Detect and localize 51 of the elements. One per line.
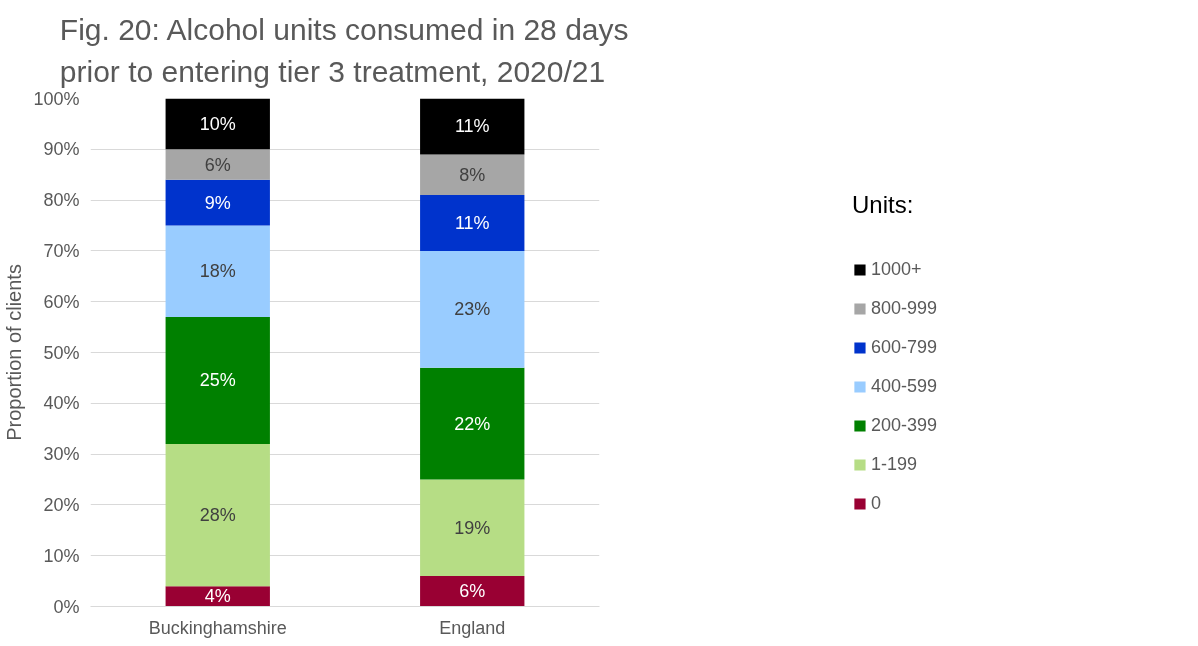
bar [165,586,270,607]
data-label: 22% [454,413,491,434]
data-label: 23% [454,299,491,320]
legend-label: 0 [870,492,882,514]
data-label: 8% [459,164,486,185]
data-label: 11% [454,116,490,137]
y-tick-label: 10% [43,545,80,566]
y-tick-label: 80% [43,190,80,211]
bar [165,443,270,587]
data-label: 6% [204,154,231,175]
data-label: 28% [199,505,236,526]
x-tick-label: England [439,617,506,638]
y-tick-label: 50% [43,342,80,363]
chart-title: Fig. 20: Alcohol units consumed in 28 days prior to entering tier 3 treatment, 2020/21 [59,12,629,89]
data-label: 10% [199,113,236,134]
bar [165,149,270,180]
data-label: 11% [454,212,490,233]
y-tick-label: 30% [43,444,80,465]
bar [420,367,525,480]
legend-label: 200-399 [870,414,938,436]
y-tick-label: 20% [43,494,80,515]
data-label: 18% [199,261,236,282]
bar [165,179,270,226]
y-tick-label: 0% [53,596,80,617]
y-tick-label: 100% [33,88,80,109]
legend-label: 1000+ [870,258,922,280]
data-label: 25% [199,370,236,391]
bar [420,250,525,368]
y-tick-label: 90% [43,139,80,160]
bar [420,479,525,577]
data-label: 6% [459,581,486,602]
data-label: 19% [454,517,491,538]
legend-label: 1-199 [870,453,918,475]
legend-title: Units: [851,190,915,219]
y-axis-title: Proportion of clients [3,264,26,441]
bar [420,98,525,155]
y-tick-label: 70% [43,240,80,261]
legend-label: 600-799 [870,336,938,358]
y-tick-label: 40% [43,393,80,414]
bar [165,225,270,317]
bar [165,316,270,444]
bar [165,98,270,150]
x-tick-label: Buckinghamshire [148,617,287,638]
legend-label: 800-999 [870,297,938,319]
bar [420,154,525,196]
data-label: 4% [204,586,231,607]
legend-label: 400-599 [870,375,938,397]
bar [420,576,525,607]
bar [420,195,525,251]
y-tick-label: 60% [43,291,80,312]
data-label: 9% [204,192,231,213]
